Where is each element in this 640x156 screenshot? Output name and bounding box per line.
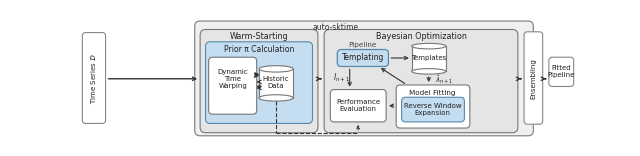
- Text: Templating: Templating: [342, 54, 384, 63]
- FancyBboxPatch shape: [524, 32, 543, 124]
- FancyBboxPatch shape: [83, 33, 106, 123]
- Text: Performance
Evaluation: Performance Evaluation: [336, 99, 380, 112]
- FancyBboxPatch shape: [330, 90, 386, 122]
- Text: Ensembling: Ensembling: [531, 58, 536, 99]
- FancyBboxPatch shape: [549, 57, 573, 86]
- Ellipse shape: [412, 69, 446, 74]
- Text: Templates: Templates: [411, 55, 446, 61]
- FancyBboxPatch shape: [200, 29, 318, 133]
- Ellipse shape: [412, 43, 446, 49]
- Bar: [412, 46, 446, 71]
- FancyBboxPatch shape: [205, 42, 312, 123]
- Text: $\hat{\lambda}_{n+1}$: $\hat{\lambda}_{n+1}$: [435, 73, 453, 86]
- Text: Historic
Data: Historic Data: [263, 76, 289, 89]
- Text: Fitted
Pipeline: Fitted Pipeline: [548, 65, 575, 78]
- Ellipse shape: [259, 95, 293, 101]
- Text: Reverse Window
Expansion: Reverse Window Expansion: [404, 103, 461, 116]
- Text: $l_{n+1}$: $l_{n+1}$: [333, 72, 351, 84]
- Text: Warm-Starting: Warm-Starting: [230, 32, 289, 41]
- Text: auto-sktime: auto-sktime: [313, 23, 359, 32]
- Text: Pipeline: Pipeline: [349, 42, 377, 48]
- Text: Model Fitting: Model Fitting: [410, 90, 456, 96]
- FancyBboxPatch shape: [337, 49, 388, 66]
- Text: Dynamic
Time
Warping: Dynamic Time Warping: [218, 69, 248, 89]
- FancyBboxPatch shape: [396, 85, 470, 128]
- Text: Prior π Calculation: Prior π Calculation: [224, 45, 294, 54]
- FancyBboxPatch shape: [209, 57, 257, 114]
- Text: Time Series $\mathcal{D}$: Time Series $\mathcal{D}$: [90, 53, 99, 104]
- Bar: [259, 69, 293, 98]
- FancyBboxPatch shape: [402, 97, 465, 122]
- FancyBboxPatch shape: [195, 21, 533, 136]
- Text: Bayesian Optimization: Bayesian Optimization: [376, 32, 467, 41]
- Ellipse shape: [259, 66, 293, 72]
- FancyBboxPatch shape: [324, 29, 518, 133]
